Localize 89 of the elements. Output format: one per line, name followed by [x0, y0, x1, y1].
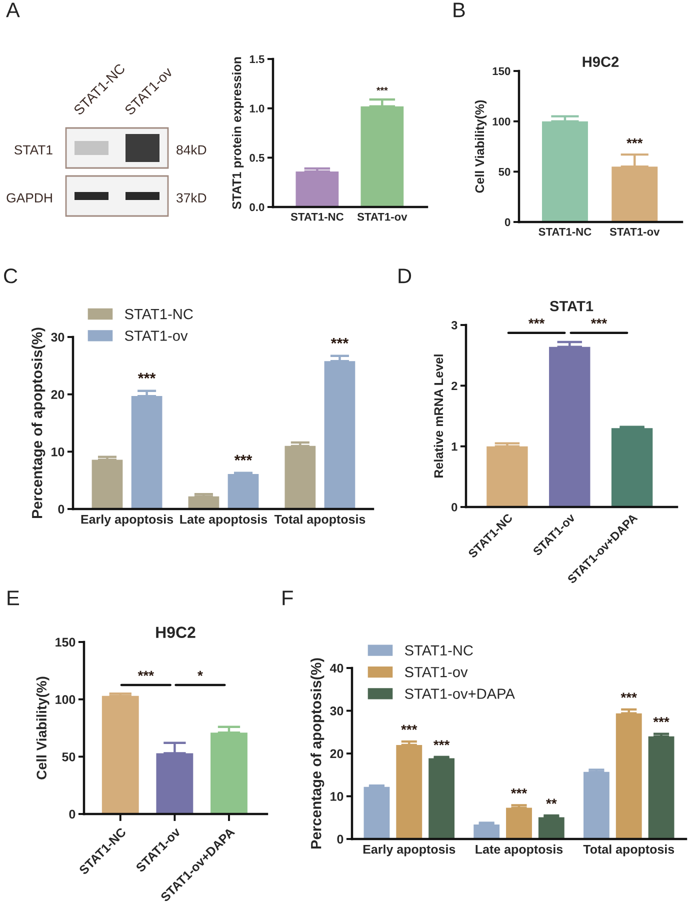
- y-tick-label: 0: [58, 504, 64, 514]
- bar: [102, 696, 139, 814]
- y-tick-label: 10: [52, 447, 64, 456]
- bar: [228, 474, 259, 509]
- bar: [364, 786, 390, 839]
- data-label: ***: [138, 372, 156, 379]
- text: D: [398, 268, 412, 284]
- bar: [428, 758, 455, 839]
- y-axis-title: STAT1 protein expression: [232, 57, 244, 210]
- data-label: ***: [653, 717, 670, 722]
- legend-label: STAT1-ov: [124, 330, 188, 341]
- annotation: *: [198, 670, 203, 676]
- y-tick-label: 10: [330, 792, 344, 801]
- category-label: 84kD: [176, 144, 206, 155]
- bar: [648, 736, 674, 839]
- data-label: ***: [234, 454, 252, 461]
- bar: [210, 732, 248, 814]
- x-tick-label: Late apoptosis: [180, 514, 268, 526]
- category-label: STAT1: [14, 145, 52, 155]
- bar: [486, 446, 528, 507]
- x-tick-label: Total apoptosis: [274, 514, 366, 526]
- data-label: ***: [401, 724, 418, 730]
- data-label: ***: [433, 740, 450, 746]
- category-label: GAPDH: [6, 193, 52, 203]
- y-tick-label: 0: [69, 810, 76, 819]
- bar: [506, 808, 532, 839]
- bar: [396, 744, 422, 839]
- y-tick-label: 0: [504, 218, 510, 226]
- bar: [538, 817, 564, 839]
- y-tick-label: 0: [452, 503, 458, 512]
- y-tick-label: 1: [452, 442, 458, 451]
- text: A: [6, 2, 20, 18]
- chart-title: H9C2: [582, 56, 619, 67]
- y-axis-title: Percentage of apoptosis(%): [32, 328, 46, 518]
- y-tick-label: 50: [62, 752, 76, 762]
- y-tick-label: 150: [56, 638, 76, 647]
- x-tick-label: Early apoptosis: [81, 514, 174, 526]
- y-tick-label: 40: [330, 664, 344, 673]
- bar: [284, 446, 316, 509]
- y-tick-label: 100: [492, 118, 510, 126]
- y-tick-label: 30: [51, 332, 64, 342]
- y-tick-label: 0.0: [250, 203, 264, 212]
- y-tick-label: 100: [56, 695, 76, 704]
- y-tick-label: 3: [451, 321, 458, 330]
- data-label: ***: [510, 788, 528, 794]
- y-tick-label: 0.5: [250, 154, 264, 162]
- y-tick-label: 0: [337, 834, 344, 844]
- y-axis-title: Percentage of apoptosis(%): [310, 658, 324, 849]
- legend-label: STAT1-ov: [404, 666, 468, 678]
- bar: [156, 753, 194, 814]
- y-tick-label: 1.5: [250, 55, 264, 64]
- x-tick-label: Late apoptosis: [476, 844, 563, 856]
- text: C: [4, 268, 18, 284]
- data-label: ***: [626, 138, 643, 144]
- legend-label: STAT1-NC: [124, 308, 193, 320]
- bar: [611, 428, 653, 507]
- bar: [583, 772, 610, 839]
- text: B: [454, 2, 465, 18]
- y-axis-title: Relative mRNA Level: [434, 354, 444, 478]
- y-tick-label: 150: [492, 67, 510, 76]
- data-label: ***: [330, 338, 349, 344]
- chart-title: H9C2: [156, 626, 196, 638]
- data-label: **: [546, 798, 557, 804]
- data-label: ***: [620, 692, 637, 698]
- data-label: ***: [376, 87, 388, 91]
- text: E: [8, 590, 19, 606]
- bar: [324, 361, 356, 509]
- bar: [92, 460, 123, 509]
- text: ***: [528, 318, 545, 324]
- chart-title: STAT1: [550, 300, 594, 312]
- x-tick-label: Early apoptosis: [363, 844, 456, 856]
- annotation: ***: [138, 670, 154, 676]
- x-tick-label: Total apoptosis: [583, 844, 674, 856]
- y-tick-label: 20: [51, 390, 64, 399]
- bar: [549, 346, 590, 507]
- y-tick-label: 2: [452, 382, 458, 390]
- y-tick-label: 30: [330, 706, 344, 716]
- bar: [131, 396, 162, 509]
- y-tick-label: 50: [498, 168, 510, 176]
- y-tick-label: 20: [330, 749, 344, 758]
- text: ***: [590, 318, 608, 324]
- y-axis-title: Cell Viability(%): [474, 100, 487, 193]
- y-axis-title: Cell Viability(%): [36, 676, 50, 780]
- y-tick-label: 1.0: [250, 104, 264, 112]
- legend-label: STAT1-ov+DAPA: [404, 688, 515, 699]
- category-label: 37kD: [176, 192, 206, 203]
- legend-label: STAT1-NC: [404, 645, 473, 656]
- text: F: [282, 590, 293, 606]
- bar: [616, 713, 642, 839]
